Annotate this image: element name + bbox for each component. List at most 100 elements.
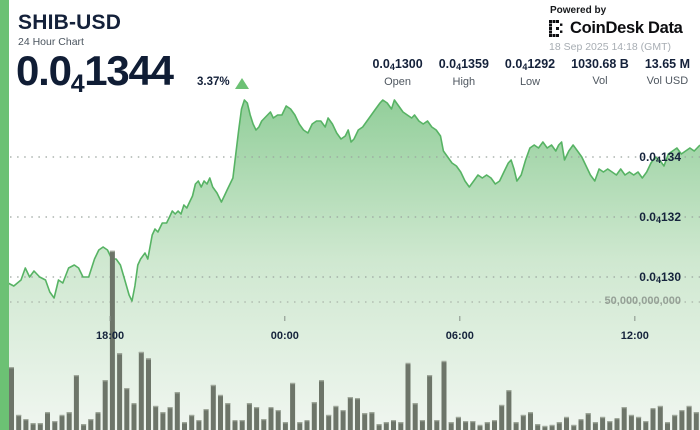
- volume-bar-cap: [319, 380, 324, 382]
- stat-open: 0.041300 Open: [364, 57, 430, 88]
- volume-bar: [153, 405, 159, 430]
- volume-bar: [59, 414, 65, 430]
- volume-bar-cap: [88, 419, 94, 421]
- volume-bar: [477, 424, 483, 430]
- chart-subtitle: 24 Hour Chart: [18, 36, 84, 48]
- volume-bar-cap: [650, 408, 656, 410]
- volume-bar: [319, 380, 324, 430]
- volume-bar: [282, 422, 288, 430]
- volume-bar-cap: [66, 412, 72, 414]
- volume-bar: [643, 421, 649, 430]
- volume-bar: [109, 250, 115, 430]
- powered-by-label: Powered by: [550, 5, 607, 16]
- coindesk-logo-text: CoinDesk Data: [570, 19, 683, 37]
- volume-bar-cap: [455, 416, 461, 419]
- volume-bar-cap: [542, 425, 548, 428]
- volume-bar-cap: [333, 405, 339, 408]
- volume-bar: [52, 421, 58, 430]
- volume-bar: [333, 405, 339, 430]
- volume-bar: [304, 420, 310, 430]
- volume-bar-cap: [160, 412, 166, 414]
- volume-bar: [650, 408, 656, 430]
- volume-bar-cap: [246, 403, 252, 405]
- volume-bar-cap: [153, 405, 159, 408]
- ohlc-stats-row: 0.041300 Open 0.041359 High 0.041292 Low 1030.…: [364, 57, 698, 88]
- price-digits: 1344: [84, 47, 174, 94]
- volume-bar-cap: [398, 422, 404, 424]
- volume-bar: [427, 375, 433, 430]
- volume-bar: [542, 425, 548, 430]
- volume-bar-cap: [239, 420, 245, 422]
- chart-timestamp: 18 Sep 2025 14:18 (GMT): [549, 41, 671, 53]
- price-prefix: 0.0: [16, 47, 72, 94]
- volume-bar: [131, 403, 137, 430]
- volume-bar: [146, 358, 151, 430]
- volume-bar-cap: [672, 414, 678, 417]
- volume-bar: [693, 412, 699, 430]
- volume-bar-cap: [326, 414, 332, 417]
- stat-high: 0.041359 High: [431, 57, 497, 88]
- volume-bar: [311, 402, 317, 430]
- volume-bar: [340, 410, 346, 430]
- stat-value: 0.041300: [372, 57, 423, 72]
- volume-bar-cap: [499, 404, 505, 407]
- volume-bar-cap: [109, 250, 115, 253]
- volume-bar: [434, 420, 440, 430]
- volume-bar-cap: [268, 407, 274, 409]
- volume-bar-cap: [665, 422, 670, 424]
- volume-bar: [225, 403, 231, 430]
- stat-value: 1030.68 B: [571, 57, 629, 71]
- volume-bar-cap: [37, 423, 43, 425]
- volume-bar-cap: [254, 407, 260, 409]
- volume-bar: [73, 375, 79, 430]
- volume-bar: [275, 410, 281, 430]
- volume-bar-cap: [124, 388, 130, 390]
- volume-bar-cap: [441, 360, 447, 363]
- volume-bar: [174, 392, 180, 430]
- volume-bar: [405, 362, 411, 430]
- volume-bar: [628, 414, 634, 430]
- volume-bar-cap: [427, 375, 433, 377]
- volume-bar: [470, 421, 476, 430]
- volume-bar-cap: [592, 422, 598, 424]
- volume-bar-cap: [585, 413, 591, 415]
- volume-bar-cap: [506, 390, 512, 392]
- stat-vol-usd: 13.65 M Vol USD: [637, 57, 698, 88]
- volume-bar: [37, 423, 43, 430]
- volume-bar: [160, 412, 166, 430]
- volume-bar: [102, 380, 108, 430]
- volume-bar: [88, 419, 94, 430]
- volume-bar: [9, 367, 14, 430]
- volume-bar-cap: [189, 414, 195, 417]
- brand-block: Powered by CoinDesk Data 18 Sep 2025 14:…: [549, 5, 697, 53]
- volume-bar: [297, 422, 303, 430]
- volume-bar-cap: [405, 362, 411, 365]
- volume-bar-cap: [362, 413, 368, 415]
- stat-value: 0.041359: [438, 57, 489, 72]
- volume-bar: [499, 404, 505, 430]
- volume-bar: [398, 422, 404, 430]
- coindesk-logo[interactable]: CoinDesk Data: [549, 19, 697, 38]
- volume-bar: [549, 424, 555, 430]
- volume-bar: [441, 360, 447, 430]
- volume-bar-cap: [9, 367, 14, 369]
- volume-bar-cap: [448, 422, 454, 424]
- volume-bar: [621, 407, 627, 430]
- volume-bar-cap: [59, 414, 65, 417]
- volume-bar: [239, 420, 245, 430]
- volume-bar: [463, 421, 469, 430]
- volume-bar-cap: [81, 424, 87, 426]
- volume-bar: [138, 351, 144, 430]
- volume-bar-cap: [282, 422, 288, 424]
- volume-bar: [578, 419, 584, 430]
- volume-bar-cap: [23, 419, 29, 421]
- volume-bar: [520, 414, 526, 430]
- volume-bar: [210, 384, 216, 430]
- volume-bar-cap: [52, 421, 58, 423]
- volume-bar: [290, 382, 296, 430]
- volume-bar-cap: [657, 405, 663, 408]
- volume-bar: [232, 420, 238, 430]
- volume-bar-cap: [556, 422, 562, 424]
